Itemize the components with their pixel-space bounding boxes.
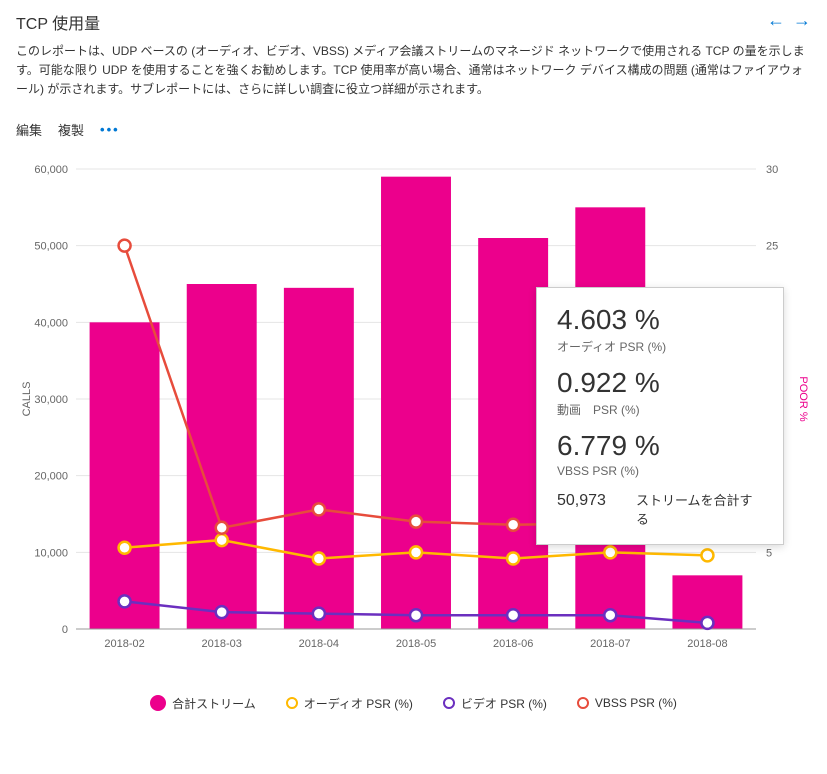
chart-container: 0 10,000 20,000 30,000 40,000 50,000 60,000 5 10… [16, 159, 811, 679]
bar [284, 287, 354, 628]
svg-text:0: 0 [62, 624, 68, 636]
marker-video [216, 606, 228, 618]
edit-link[interactable]: 編集 [16, 120, 42, 139]
legend-swatch [150, 695, 166, 711]
marker-vbss [507, 518, 519, 530]
prev-arrow[interactable]: ← [767, 10, 785, 31]
marker-audio [119, 541, 131, 553]
svg-text:30: 30 [766, 164, 778, 176]
legend-item: 合計ストリーム [150, 695, 256, 712]
marker-audio [410, 546, 422, 558]
svg-text:10: 10 [766, 470, 778, 482]
marker-audio [313, 552, 325, 564]
marker-audio [216, 534, 228, 546]
svg-text:60,000: 60,000 [34, 164, 68, 176]
page-title: TCP 使用量 [16, 16, 100, 33]
marker-vbss [313, 503, 325, 515]
duplicate-link[interactable]: 複製 [58, 120, 84, 139]
x-tick-label: 2018-05 [396, 638, 436, 650]
marker-video [410, 609, 422, 621]
marker-vbss [216, 521, 228, 533]
x-tick-label: 2018-08 [687, 638, 727, 650]
x-tick-label: 2018-02 [104, 638, 144, 650]
svg-text:50,000: 50,000 [34, 240, 68, 252]
svg-text:25: 25 [766, 240, 778, 252]
legend-item: ビデオ PSR (%) [443, 695, 547, 712]
marker-video [119, 595, 131, 607]
chart-legend: 合計ストリーム オーディオ PSR (%) ビデオ PSR (%) VBSS PSR … [0, 679, 827, 720]
marker-video [701, 616, 713, 628]
x-tick-label: 2018-06 [493, 638, 533, 650]
legend-label: VBSS PSR (%) [595, 696, 677, 710]
marker-video [313, 607, 325, 619]
more-menu[interactable]: ••• [100, 122, 120, 137]
report-description: このレポートは、UDP ベースの (オーディオ、ビデオ、VBSS) メディア会議… [0, 38, 827, 112]
marker-vbss [701, 520, 713, 532]
legend-label: オーディオ PSR (%) [304, 695, 413, 712]
marker-video [604, 609, 616, 621]
marker-vbss [604, 517, 616, 529]
svg-text:30,000: 30,000 [34, 394, 68, 406]
svg-text:40,000: 40,000 [34, 317, 68, 329]
bar [381, 176, 451, 628]
legend-label: ビデオ PSR (%) [461, 695, 547, 712]
x-tick-label: 2018-03 [202, 638, 242, 650]
x-tick-label: 2018-04 [299, 638, 339, 650]
legend-swatch [443, 697, 455, 709]
marker-audio [701, 549, 713, 561]
legend-item: オーディオ PSR (%) [286, 695, 413, 712]
bar [478, 238, 548, 629]
svg-text:POOR %: POOR % [797, 376, 809, 421]
marker-vbss [119, 239, 131, 251]
svg-text:15: 15 [766, 394, 778, 406]
bar [575, 207, 645, 629]
legend-label: 合計ストリーム [172, 695, 256, 712]
legend-item: VBSS PSR (%) [577, 695, 677, 712]
svg-text:5: 5 [766, 547, 772, 559]
legend-swatch [577, 697, 589, 709]
marker-vbss [410, 515, 422, 527]
marker-video [507, 609, 519, 621]
legend-swatch [286, 697, 298, 709]
svg-text:20: 20 [766, 317, 778, 329]
next-arrow[interactable]: → [793, 10, 811, 31]
chart-svg: 0 10,000 20,000 30,000 40,000 50,000 60,000 5 10… [16, 159, 811, 679]
svg-text:10,000: 10,000 [34, 547, 68, 559]
marker-audio [604, 546, 616, 558]
x-tick-label: 2018-07 [590, 638, 630, 650]
svg-text:20,000: 20,000 [34, 470, 68, 482]
bar [90, 322, 160, 629]
marker-audio [507, 552, 519, 564]
svg-text:CALLS: CALLS [21, 381, 33, 416]
